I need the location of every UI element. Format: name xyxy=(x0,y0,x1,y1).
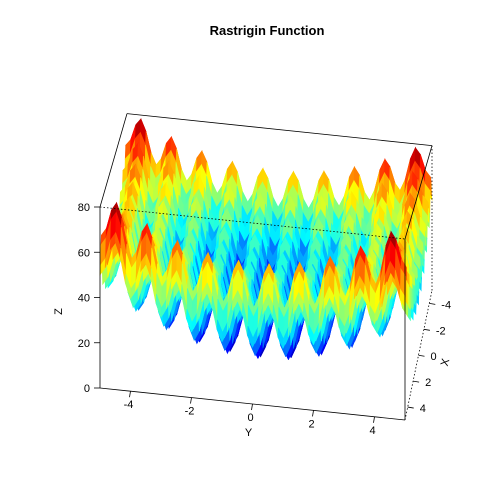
x-axis-tick xyxy=(413,380,420,383)
x-axis-label: X xyxy=(439,357,453,368)
z-tick-label: 60 xyxy=(78,247,90,259)
x-axis-tick xyxy=(418,354,425,357)
y-axis-tick xyxy=(190,397,192,404)
y-axis-tick xyxy=(373,416,375,423)
x-axis-tick xyxy=(423,328,430,331)
x-tick-label: -2 xyxy=(436,325,446,337)
z-tick-label: 0 xyxy=(84,383,90,395)
box-edge-right-bottom xyxy=(404,290,433,421)
x-tick-label: 4 xyxy=(420,403,426,415)
x-tick-label: 0 xyxy=(431,351,437,363)
y-tick-label: 2 xyxy=(308,418,314,430)
z-tick-label: 40 xyxy=(78,293,90,305)
box-edge-front-top xyxy=(99,206,406,240)
box-edge-back-top xyxy=(126,113,433,147)
x-axis-tick xyxy=(407,406,414,409)
x-tick-label: 2 xyxy=(425,377,431,389)
surface-mesh xyxy=(99,118,433,360)
y-axis-label: Y xyxy=(245,427,253,439)
x-tick-label: -4 xyxy=(441,299,451,311)
box-edge-right-top xyxy=(404,145,433,240)
chart-title: Rastrigin Function xyxy=(210,23,325,38)
y-tick-label: 0 xyxy=(247,412,253,424)
y-axis-tick xyxy=(129,391,131,398)
y-tick-label: -4 xyxy=(124,399,134,411)
y-tick-label: -2 xyxy=(185,406,195,418)
y-axis-tick xyxy=(312,410,314,417)
z-tick-label: 80 xyxy=(78,202,90,214)
z-axis-label: Z xyxy=(53,308,65,315)
z-tick-label: 20 xyxy=(78,338,90,350)
box-edge-left-top xyxy=(99,113,128,208)
x-axis-tick xyxy=(429,303,436,305)
y-tick-label: 4 xyxy=(369,425,375,437)
y-axis-tick xyxy=(251,403,253,411)
